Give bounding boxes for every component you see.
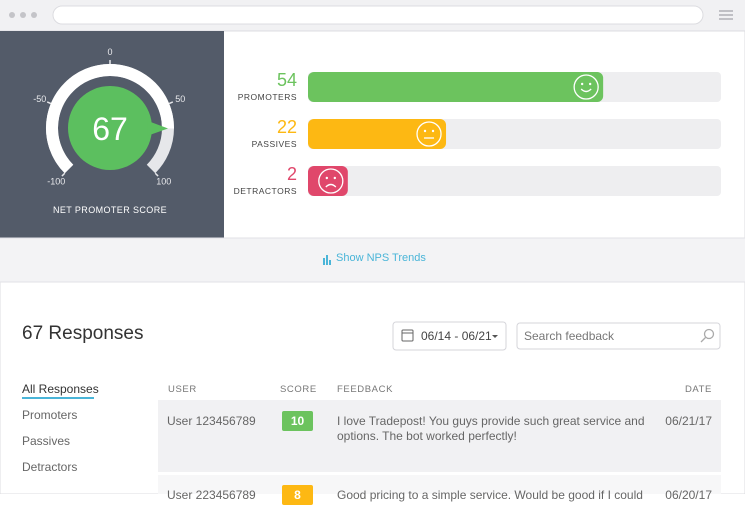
column-header: DATE xyxy=(684,384,712,395)
bar xyxy=(308,72,604,102)
filter[interactable]: Passives xyxy=(22,434,71,448)
filter[interactable]: Detractors xyxy=(22,460,78,474)
bar xyxy=(308,166,348,196)
gauge-fill xyxy=(46,64,174,174)
trends-link[interactable]: Show NPS Trends xyxy=(336,252,426,264)
user: User 123456789 xyxy=(167,414,256,428)
feedback: Good pricing to a simple service. Would … xyxy=(337,488,643,502)
count: 2 xyxy=(287,164,297,184)
score-label: NET PROMOTER SCORE xyxy=(53,205,167,215)
face-eye xyxy=(325,176,329,180)
gauge: 0 -50 50 -100 100 67 NET PROMOTER SCORE xyxy=(33,47,185,215)
face-eye xyxy=(580,82,584,86)
count-label: DETRACTORS xyxy=(234,186,297,196)
date: 06/20/17 xyxy=(665,488,712,502)
filter[interactable]: Promoters xyxy=(22,408,78,422)
gauge-tick xyxy=(168,101,174,105)
url-bar[interactable] xyxy=(52,5,704,25)
face-mouth xyxy=(580,88,592,93)
gauge-tick-label: -100 xyxy=(47,177,65,187)
date-picker[interactable] xyxy=(392,321,507,351)
search-icon xyxy=(700,328,715,343)
gauge-tick xyxy=(154,172,159,177)
feedback: I love Tradepost! You guys provide such … xyxy=(337,414,645,443)
gauge-tick-label: -50 xyxy=(33,94,46,104)
responses-title: 67 Responses xyxy=(22,323,144,344)
window-dot xyxy=(9,12,15,18)
date-range[interactable]: 06/14 - 06/21 xyxy=(421,329,492,343)
search-box[interactable] xyxy=(516,322,721,350)
score-badge: 8 xyxy=(282,485,313,505)
search-placeholder[interactable]: Search feedback xyxy=(524,329,615,343)
face-eye xyxy=(423,129,427,133)
count: 54 xyxy=(277,70,297,90)
user: User 223456789 xyxy=(167,488,256,502)
column-header: SCORE xyxy=(280,384,317,395)
count-label: PASSIVES xyxy=(252,139,297,149)
gauge-tick-label: 50 xyxy=(175,94,185,104)
count-label: PROMOTERS xyxy=(238,92,297,102)
window-dot xyxy=(31,12,37,18)
gauge-tick-label: 100 xyxy=(156,177,171,187)
gauge-pointer xyxy=(147,120,168,136)
gauge-tick xyxy=(61,172,66,177)
window-dot xyxy=(20,12,26,18)
face xyxy=(573,74,599,100)
layout: 0 -50 50 -100 100 67 NET PROMOTER SCORE 54 PROM… xyxy=(0,0,745,494)
bar-track xyxy=(308,166,721,196)
gauge-tick-label: 0 xyxy=(107,47,112,57)
face-eye xyxy=(431,129,435,133)
column-header: FEEDBACK xyxy=(337,384,394,395)
face xyxy=(416,121,442,147)
row-bg xyxy=(158,400,721,472)
caret xyxy=(492,335,498,338)
frame xyxy=(0,30,745,494)
breakdown-bars: 54 PROMOTERS 22 PASSIVES 2 DETRACTORS xyxy=(234,70,721,196)
column-header: USER xyxy=(168,384,197,395)
score-circle xyxy=(68,86,152,170)
bar xyxy=(308,119,447,149)
face-eye xyxy=(588,82,592,86)
date: 06/21/17 xyxy=(665,414,712,428)
score-badge: 10 xyxy=(282,411,313,431)
calendar-icon xyxy=(401,329,414,342)
face xyxy=(318,168,344,194)
trends-band xyxy=(0,238,745,282)
filter[interactable]: All Responses xyxy=(22,382,99,396)
face-mouth xyxy=(325,183,337,188)
count: 22 xyxy=(277,117,297,137)
menu-icon[interactable] xyxy=(719,10,733,20)
face-eye xyxy=(333,176,337,180)
trends-icon[interactable] xyxy=(323,255,331,265)
gauge-tick xyxy=(46,101,52,105)
score-value: 67 xyxy=(92,111,128,147)
